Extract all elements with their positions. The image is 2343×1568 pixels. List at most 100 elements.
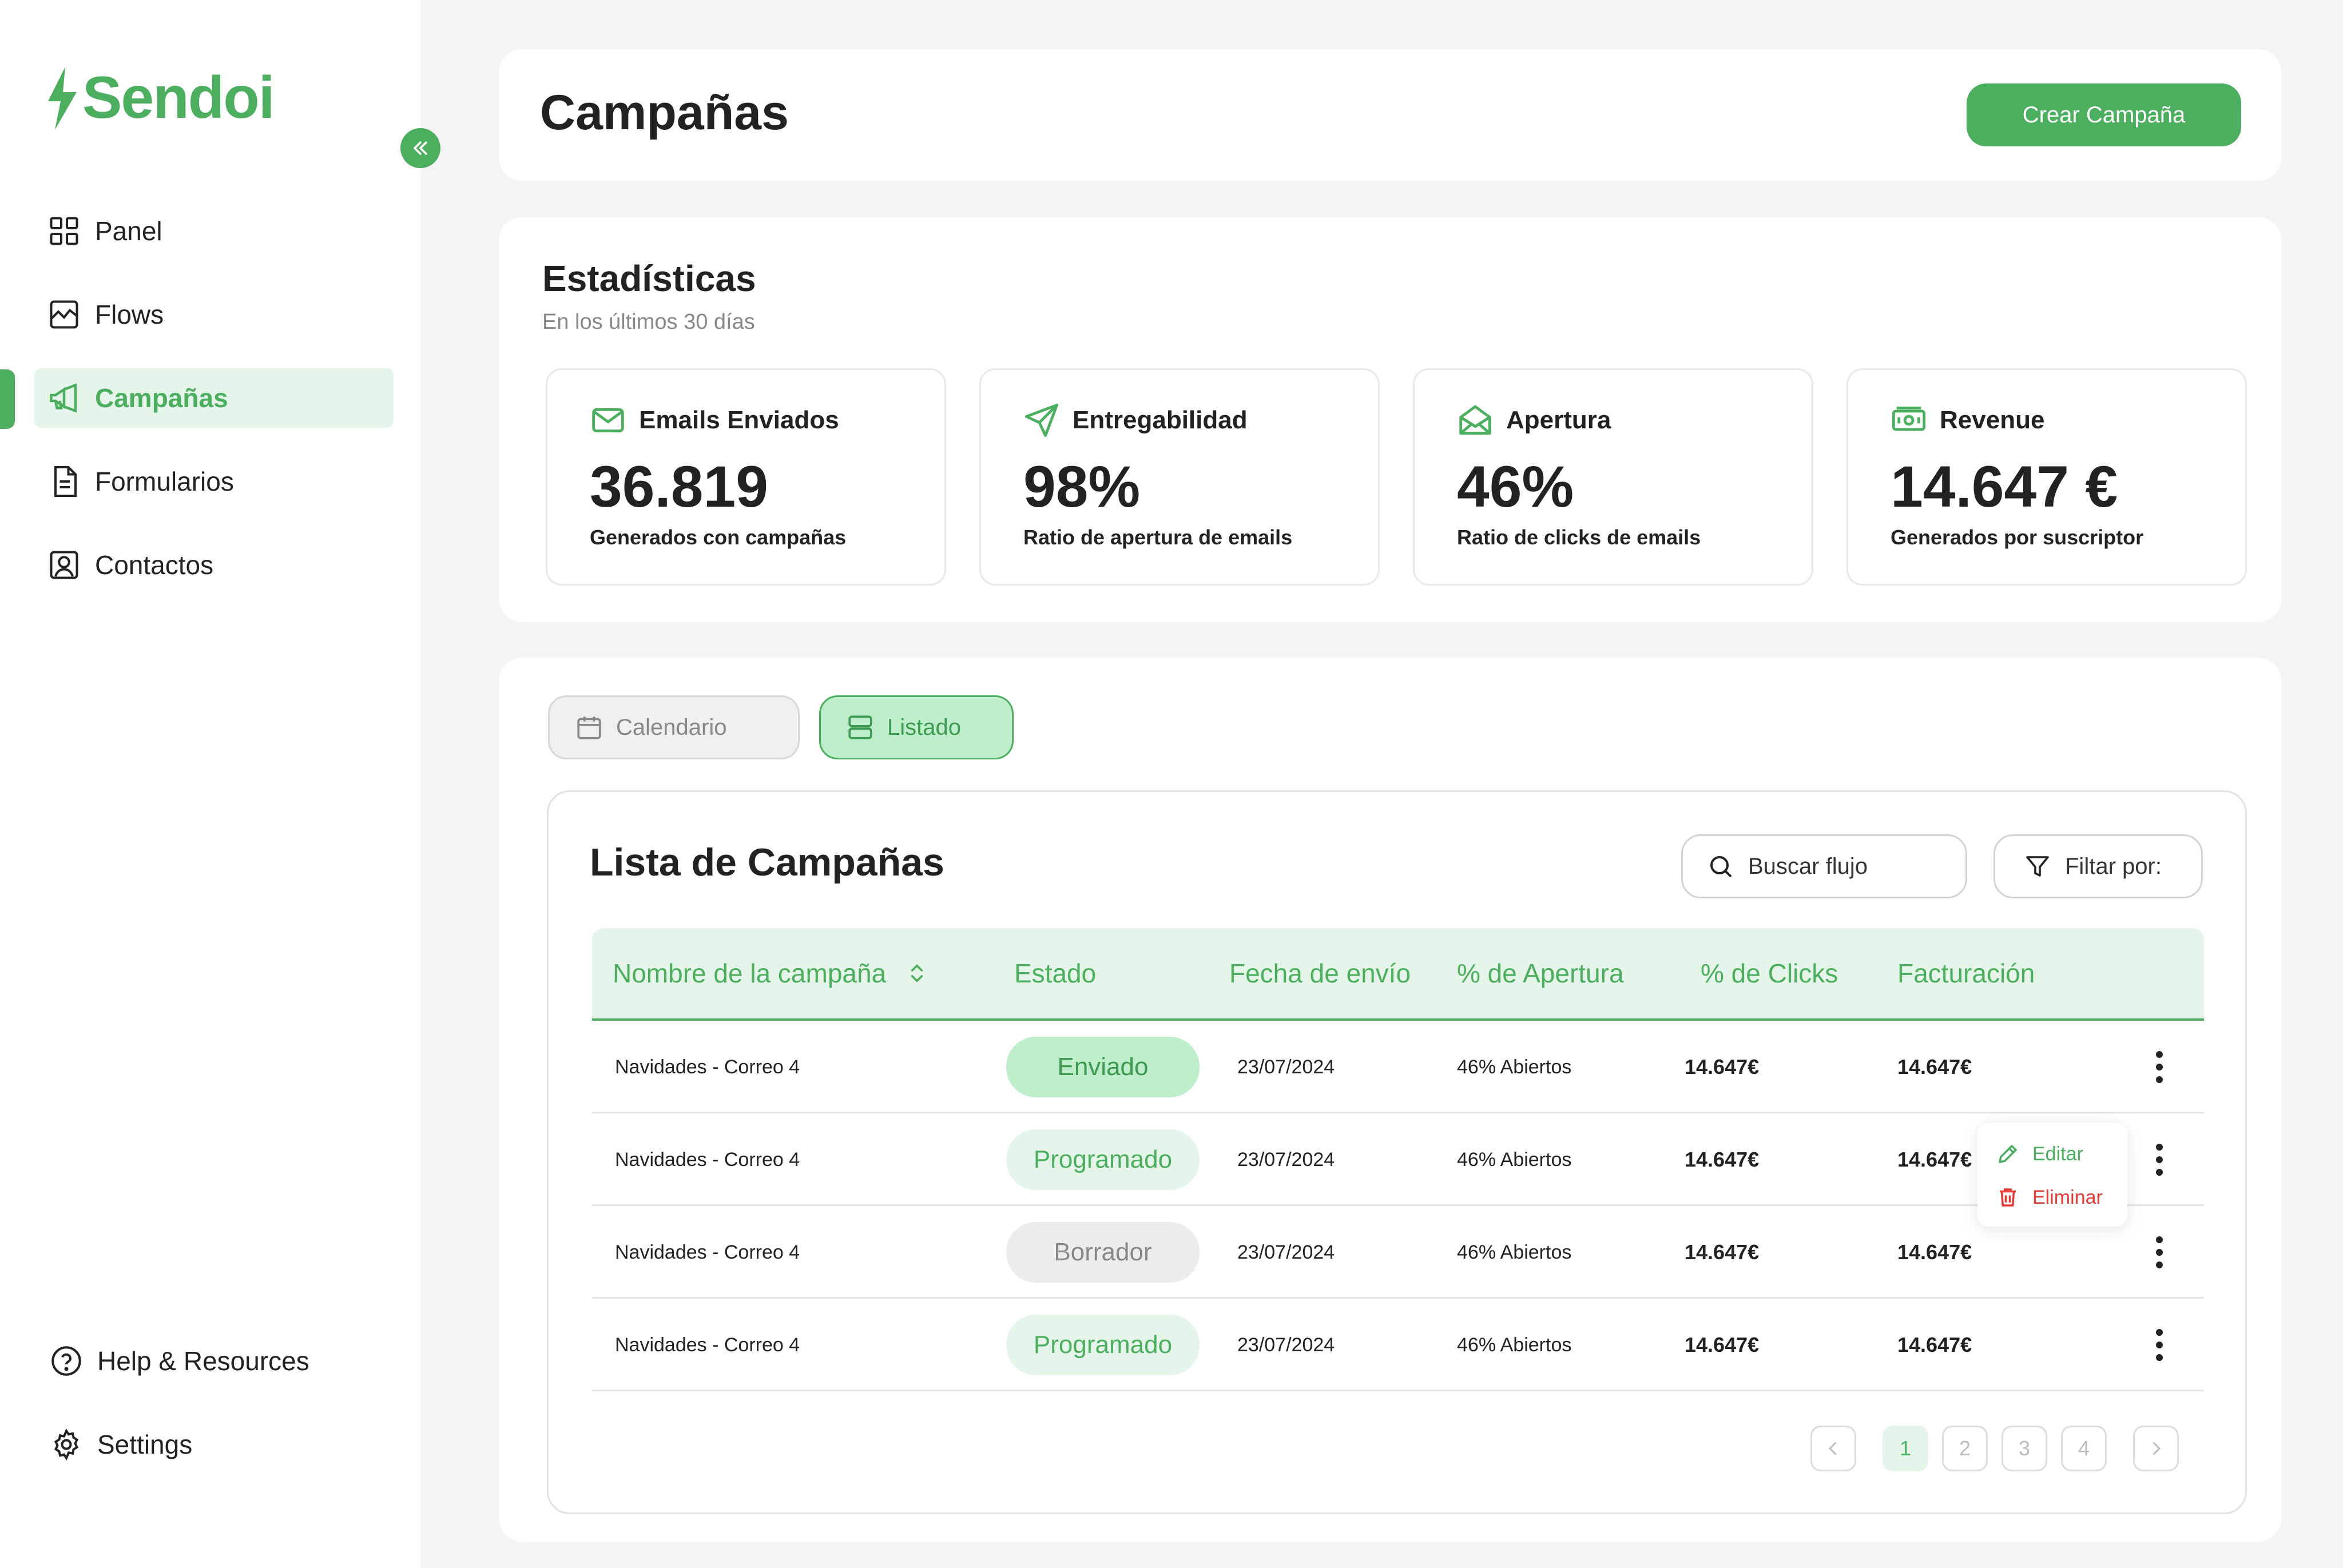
filter-button[interactable]: Filtar por:	[1993, 834, 2203, 898]
open-rate: 46% Abiertos	[1457, 1148, 1572, 1171]
stat-card-opening: Apertura 46% Ratio de clicks de emails	[1413, 368, 1813, 586]
pagination-page-3[interactable]: 3	[2002, 1426, 2047, 1471]
sort-icon[interactable]	[906, 962, 928, 985]
brand-name: Sendoi	[82, 65, 275, 131]
list-view-toggle[interactable]: Listado	[819, 695, 1014, 759]
column-header-clicks: % de Clicks	[1701, 958, 1838, 988]
sidebar: Sendoi Panel Flows Campañas Formularios	[0, 0, 420, 1568]
revenue-value: 14.647€	[1897, 1148, 1972, 1171]
send-date: 23/07/2024	[1237, 1056, 1335, 1078]
row-actions-button[interactable]	[2148, 1231, 2171, 1273]
pagination-page-1[interactable]: 1	[1883, 1426, 1928, 1471]
stat-description: Ratio de apertura de emails	[1023, 526, 1293, 549]
settings-link[interactable]: Settings	[49, 1415, 309, 1474]
help-icon	[49, 1344, 84, 1378]
table-row[interactable]: Navidades - Correo 4 Programado 23/07/20…	[592, 1299, 2204, 1391]
sidebar-item-flows[interactable]: Flows	[34, 285, 394, 344]
statistics-panel: Estadísticas En los últimos 30 días Emai…	[499, 217, 2281, 622]
sidebar-nav: Panel Flows Campañas Formularios Contact…	[34, 201, 394, 619]
table-row[interactable]: Navidades - Correo 4 Programado 23/07/20…	[592, 1113, 2204, 1206]
edit-menu-item[interactable]: Editar	[1996, 1142, 2083, 1166]
send-date: 23/07/2024	[1237, 1241, 1335, 1263]
pagination-page-4[interactable]: 4	[2061, 1426, 2107, 1471]
revenue-value: 14.647€	[1897, 1240, 1972, 1264]
sidebar-item-label: Contactos	[95, 550, 214, 580]
stat-card-header: Revenue	[1891, 402, 2044, 439]
statistics-title: Estadísticas	[542, 258, 756, 299]
sidebar-item-campaigns[interactable]: Campañas	[34, 368, 394, 428]
grid-icon	[47, 214, 81, 248]
filter-icon	[2024, 853, 2051, 880]
row-actions-button[interactable]	[2148, 1139, 2171, 1181]
pagination-page-2[interactable]: 2	[1942, 1426, 1988, 1471]
clicks-value: 14.647€	[1685, 1240, 1760, 1264]
page-title: Campañas	[540, 85, 789, 140]
campaign-name: Navidades - Correo 4	[615, 1241, 800, 1263]
megaphone-icon	[47, 381, 81, 415]
status-badge: Programado	[1006, 1129, 1200, 1190]
sidebar-item-panel[interactable]: Panel	[34, 201, 394, 261]
kebab-menu-icon	[2155, 1235, 2164, 1269]
search-placeholder: Buscar flujo	[1748, 853, 1868, 879]
send-date: 23/07/2024	[1237, 1148, 1335, 1171]
stat-card-header: Apertura	[1457, 402, 1611, 439]
table-header: Nombre de la campaña Estado Fecha de env…	[592, 928, 2204, 1021]
delete-label: Eliminar	[2032, 1186, 2103, 1208]
stat-description: Generados con campañas	[590, 526, 847, 549]
campaign-list-title: Lista de Campañas	[590, 841, 944, 884]
stat-card-revenue: Revenue 14.647 € Generados por suscripto…	[1846, 368, 2247, 586]
money-icon	[1891, 402, 1927, 439]
collapse-sidebar-button[interactable]	[400, 128, 440, 168]
column-header-status: Estado	[1014, 958, 1097, 988]
mail-open-icon	[1457, 402, 1494, 439]
column-header-date: Fecha de envío	[1229, 958, 1411, 988]
column-header-name[interactable]: Nombre de la campaña	[613, 928, 928, 1018]
brand-logo[interactable]: Sendoi	[45, 64, 275, 132]
search-input[interactable]: Buscar flujo	[1681, 834, 1967, 898]
contact-icon	[47, 548, 81, 582]
trash-icon	[1996, 1185, 2020, 1209]
stat-description: Ratio de clicks de emails	[1457, 526, 1701, 549]
list-icon	[846, 713, 875, 742]
campaign-name: Navidades - Correo 4	[615, 1056, 800, 1078]
settings-label: Settings	[97, 1430, 193, 1459]
open-rate: 46% Abiertos	[1457, 1334, 1572, 1356]
calendar-view-toggle[interactable]: Calendario	[548, 695, 800, 759]
row-actions-button[interactable]	[2148, 1324, 2171, 1366]
edit-label: Editar	[2032, 1143, 2083, 1165]
stat-card-header: Entregabilidad	[1023, 402, 1248, 439]
calendar-icon	[575, 713, 603, 742]
chart-line-icon	[47, 297, 81, 332]
status-badge: Programado	[1006, 1315, 1200, 1375]
pagination-prev-button[interactable]	[1810, 1426, 1856, 1471]
stat-label: Entregabilidad	[1073, 406, 1248, 434]
column-header-label: Nombre de la campaña	[613, 958, 887, 988]
clicks-value: 14.647€	[1685, 1148, 1760, 1171]
stat-value: 98%	[1023, 454, 1141, 519]
sidebar-item-label: Panel	[95, 216, 162, 246]
gear-icon	[49, 1427, 84, 1462]
search-icon	[1707, 853, 1734, 880]
pagination-next-button[interactable]	[2133, 1426, 2179, 1471]
create-campaign-button[interactable]: Crear Campaña	[1967, 83, 2241, 146]
table-row[interactable]: Navidades - Correo 4 Borrador 23/07/2024…	[592, 1206, 2204, 1299]
help-resources-link[interactable]: Help & Resources	[49, 1331, 309, 1391]
table-row[interactable]: Navidades - Correo 4 Enviado 23/07/2024 …	[592, 1021, 2204, 1113]
send-icon	[1023, 402, 1060, 439]
sidebar-item-label: Flows	[95, 300, 164, 329]
stat-label: Revenue	[1940, 406, 2045, 434]
revenue-value: 14.647€	[1897, 1055, 1972, 1079]
sidebar-item-forms[interactable]: Formularios	[34, 452, 394, 511]
delete-menu-item[interactable]: Eliminar	[1996, 1185, 2103, 1209]
status-badge: Enviado	[1006, 1037, 1200, 1097]
sidebar-item-contacts[interactable]: Contactos	[34, 535, 394, 595]
chevron-left-icon	[1823, 1438, 1844, 1459]
row-actions-button[interactable]	[2148, 1046, 2171, 1088]
kebab-menu-icon	[2155, 1143, 2164, 1177]
row-actions-menu: Editar Eliminar	[1977, 1123, 2127, 1227]
stat-value: 14.647 €	[1891, 454, 2118, 519]
lightning-logo-icon	[45, 66, 79, 130]
revenue-value: 14.647€	[1897, 1333, 1972, 1356]
calendar-view-label: Calendario	[616, 714, 727, 740]
status-badge: Borrador	[1006, 1222, 1200, 1283]
